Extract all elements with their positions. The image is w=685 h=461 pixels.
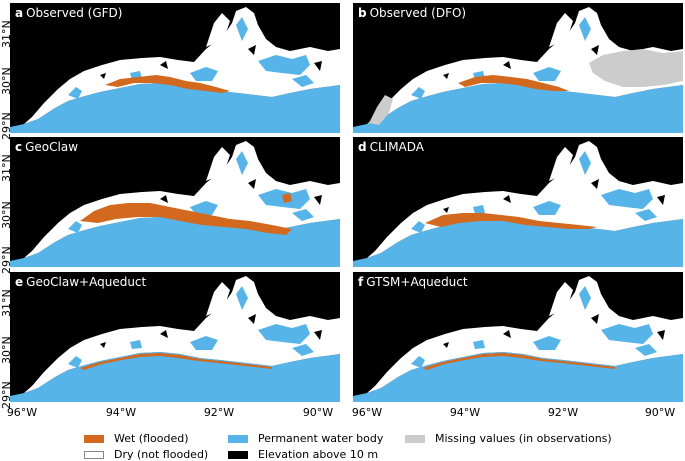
lon-label-96w: 96°W [6, 406, 38, 419]
map-c [10, 141, 340, 267]
map-d [353, 141, 683, 267]
legend-item-dry: Dry (not flooded) [84, 448, 208, 461]
panel-letter: d [358, 140, 367, 154]
lon-label-94w: 94°W [449, 406, 481, 419]
panel-title: GTSM+Aqueduct [366, 275, 468, 289]
legend-item-high: Elevation above 10 m [228, 448, 378, 461]
missing-swatch [405, 434, 425, 443]
legend-item-water: Permanent water body [228, 432, 383, 445]
lat-label-30n: 30°N [0, 67, 13, 95]
lat-label-30n: 30°N [0, 201, 13, 229]
map-b [353, 7, 683, 133]
legend-label: Dry (not flooded) [114, 448, 209, 461]
map-a [10, 7, 340, 133]
lon-label-90w: 90°W [302, 406, 334, 419]
legend-label: Elevation above 10 m [258, 448, 379, 461]
dry-swatch [84, 450, 104, 459]
lat-label-30n: 30°N [0, 336, 13, 364]
panel-letter: e [15, 275, 24, 289]
lon-label-96w: 96°W [351, 406, 383, 419]
lat-label-31n: 31°N [0, 289, 13, 317]
map-panel-f: f GTSM+Aqueduct [353, 272, 683, 402]
map-e [10, 276, 340, 402]
lon-label-94w: 94°W [105, 406, 137, 419]
panel-title: Observed (GFD) [26, 6, 123, 20]
panel-letter: a [15, 6, 24, 20]
map-panel-a: a Observed (GFD) [10, 3, 340, 133]
legend-item-missing: Missing values (in observations) [405, 432, 612, 445]
panel-title: GeoClaw+Aqueduct [26, 275, 147, 289]
high-swatch [228, 450, 248, 459]
legend-label: Missing values (in observations) [435, 432, 612, 445]
water-swatch [228, 434, 248, 443]
panel-title: Observed (DFO) [369, 6, 467, 20]
panel-letter: c [15, 140, 23, 154]
lat-label-31n: 31°N [0, 154, 13, 182]
lon-label-92w: 92°W [547, 406, 579, 419]
map-panel-e: e GeoClaw+Aqueduct [10, 272, 340, 402]
lat-label-29n: 29°N [0, 381, 13, 409]
lat-label-29n: 29°N [0, 112, 13, 140]
panel-letter: f [358, 275, 364, 289]
wet-swatch [84, 434, 104, 443]
map-panel-b: b Observed (DFO) [353, 3, 683, 133]
legend-label: Permanent water body [258, 432, 384, 445]
panel-title: CLIMADA [369, 140, 424, 154]
map-f [353, 276, 683, 402]
lat-label-29n: 29°N [0, 246, 13, 274]
panel-title: GeoClaw [25, 140, 79, 154]
lat-label-31n: 31°N [0, 20, 13, 48]
legend-item-wet: Wet (flooded) [84, 432, 189, 445]
lon-label-90w: 90°W [644, 406, 676, 419]
panel-letter: b [358, 6, 367, 20]
legend-label: Wet (flooded) [114, 432, 189, 445]
map-panel-c: c GeoClaw [10, 137, 340, 267]
lon-label-92w: 92°W [203, 406, 235, 419]
map-panel-d: d CLIMADA [353, 137, 683, 267]
